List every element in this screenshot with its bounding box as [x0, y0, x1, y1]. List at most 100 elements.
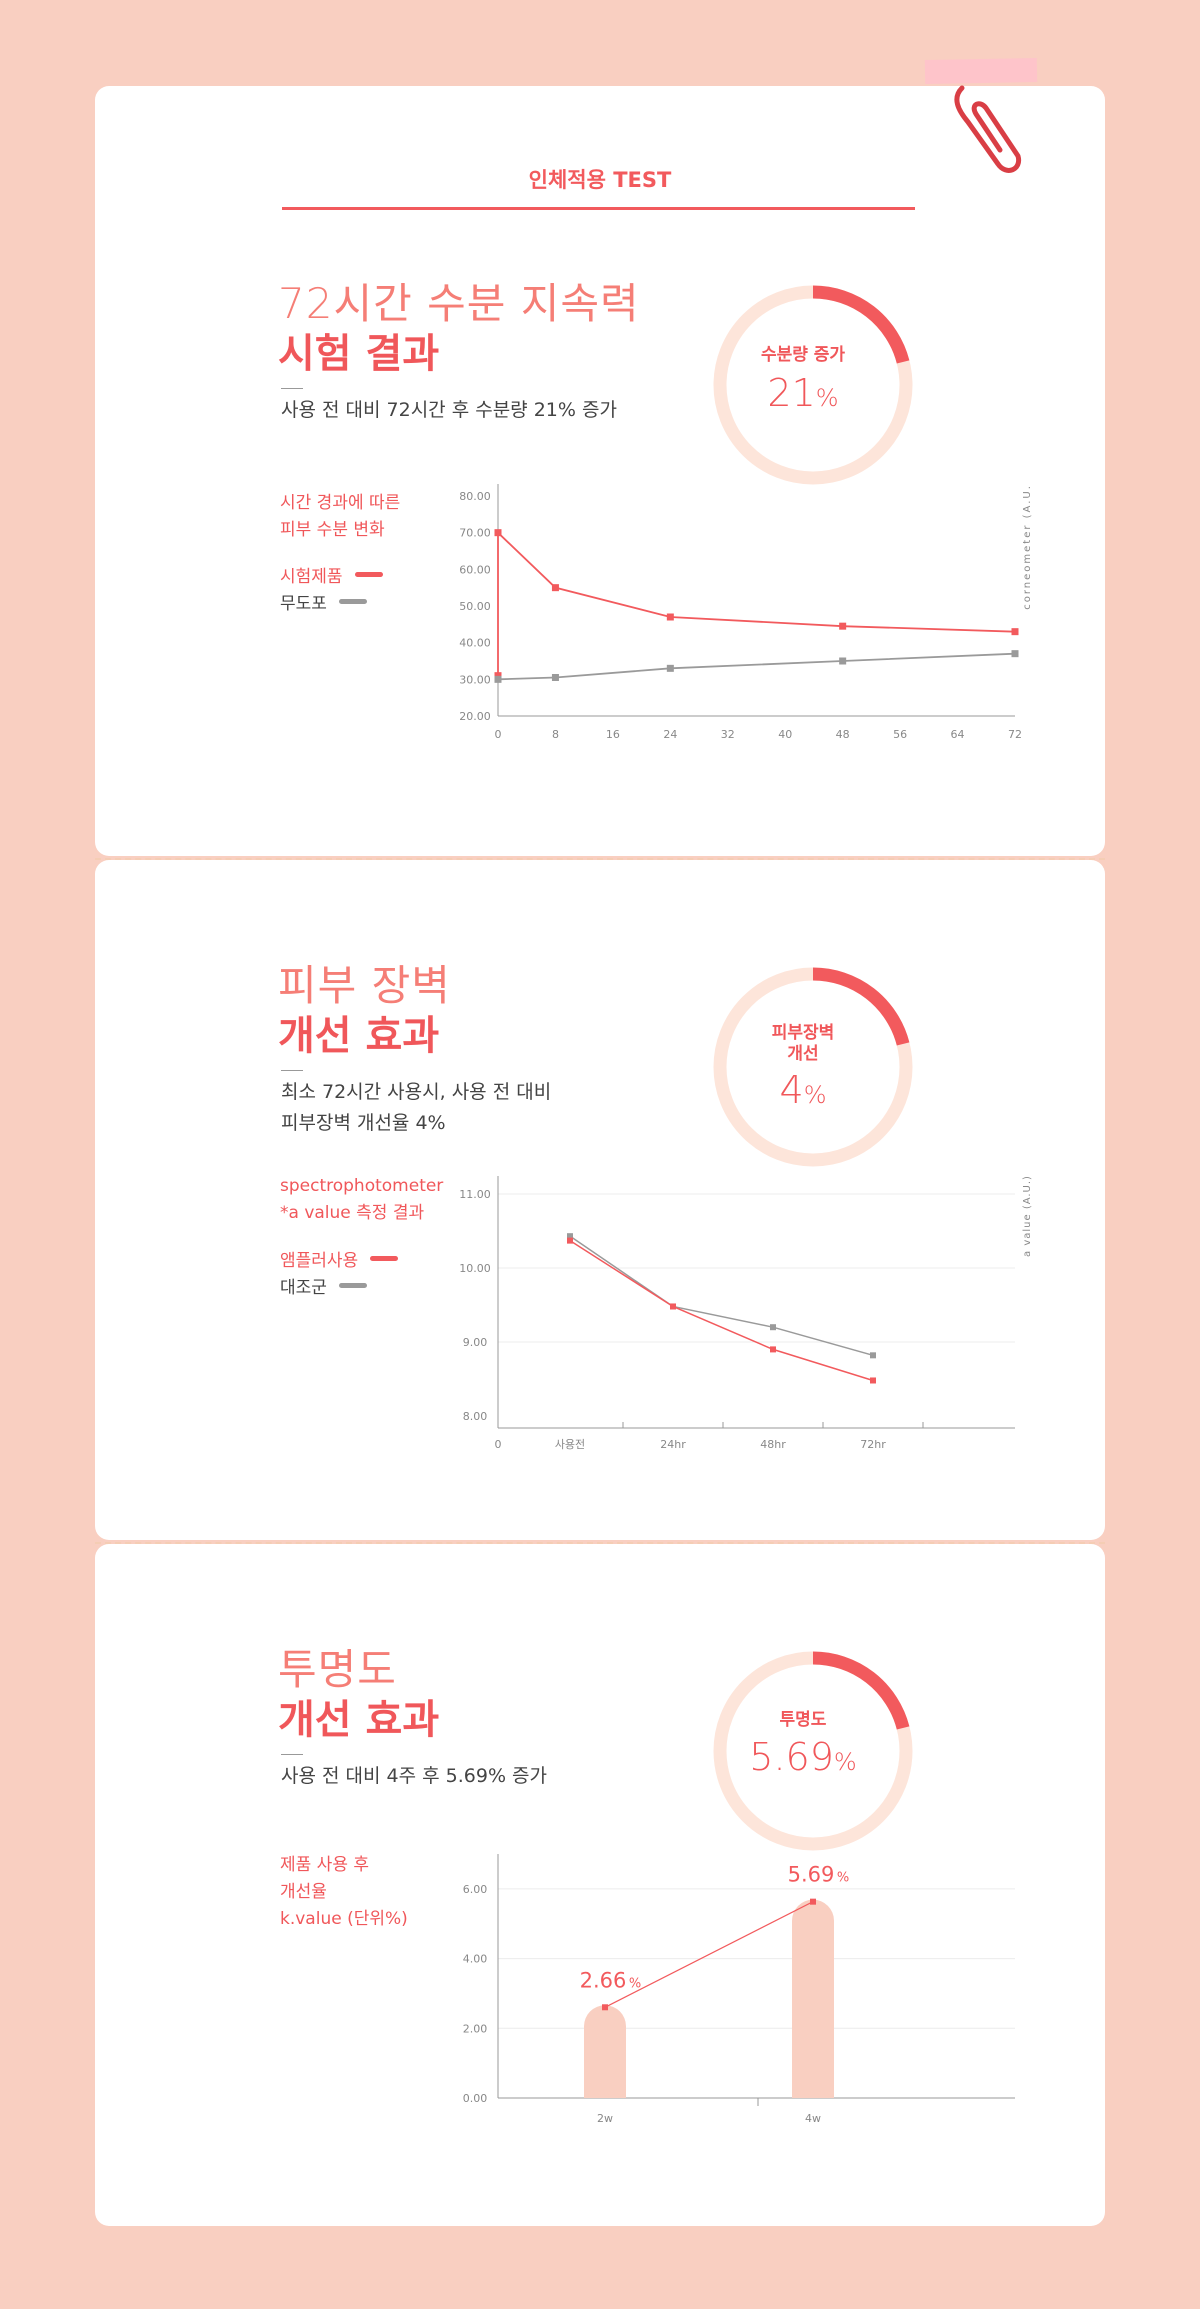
ring-label: 피부장벽 개선 — [703, 1023, 903, 1065]
y-tick-label: 8.00 — [463, 1410, 488, 1423]
legend-swatch — [354, 572, 383, 577]
x-tick-label: 24 — [663, 728, 677, 741]
moisture-line-chart: 80.00 70.00 60.00 50.00 40.00 30.00 20.00 0 8 16 2… — [459, 484, 1033, 741]
barrier-line-chart: 11.00 10.00 9.00 8.00 0 사용전 24hr 48hr 72hr a valu… — [459, 1176, 1033, 1451]
section-title-bold: 시험 결과 — [278, 331, 440, 377]
y-tick-label: 10.00 — [459, 1262, 491, 1275]
x-tick-label: 48hr — [760, 1438, 786, 1451]
description-line: 사용 전 대비 4주 후 5.69% 증가 — [281, 1765, 548, 1787]
test-title: 인체적용 TEST — [528, 168, 672, 192]
ring-value-number: 4 — [779, 1068, 804, 1112]
x-tick-label: 24hr — [660, 1438, 686, 1451]
y-tick-label: 4.00 — [463, 1953, 488, 1966]
caption-line: 개선율 — [280, 1882, 327, 1902]
chart-caption: 시간 경과에 따른 피부 수분 변화 — [280, 490, 400, 544]
trend-line — [604, 1901, 814, 2008]
barrier-section: 피부 장벽 개선 효과 최소 72시간 사용시, 사용 전 대비 피부장벽 개선… — [95, 860, 1105, 1540]
x-tick-label: 64 — [951, 728, 965, 741]
x-tick-label: 4w — [805, 2112, 821, 2125]
legend-swatch — [338, 1283, 367, 1288]
transparency-bar-chart: 6.00 4.00 2.00 0.00 2w 2.66 % 4w 5.69% — [463, 1854, 1015, 2125]
data-point — [839, 657, 847, 665]
data-point — [770, 1324, 776, 1331]
caption-line: 제품 사용 후 — [280, 1855, 370, 1875]
title-dash — [281, 388, 303, 389]
ring-value-unit: % — [803, 1081, 827, 1109]
x-tick-label: 2w — [597, 2112, 613, 2125]
caption-line: *a value 측정 결과 — [280, 1203, 425, 1223]
y-axis-label: a value (A.U.) — [1022, 1176, 1033, 1257]
caption-line: 시간 경과에 따른 — [280, 493, 401, 513]
x-tick-label: 32 — [721, 728, 735, 741]
legend-item-control: 무도포 — [280, 589, 367, 614]
y-tick-label: 20.00 — [459, 710, 491, 723]
card-barrier — [95, 860, 1105, 1540]
y-tick-label: 11.00 — [459, 1188, 491, 1201]
legend-label: 대조군 — [280, 1278, 327, 1298]
data-point — [567, 1237, 573, 1244]
x-tick-label: 48 — [836, 728, 850, 741]
description-line: 사용 전 대비 72시간 후 수분량 21% 증가 — [281, 399, 617, 421]
y-tick-label: 50.00 — [459, 600, 491, 613]
card-moisture — [95, 86, 1105, 856]
caption-line: 피부 수분 변화 — [280, 520, 385, 540]
section-title-bold: 개선 효과 — [278, 1697, 440, 1743]
section-description: 사용 전 대비 72시간 후 수분량 21% 증가 — [281, 395, 617, 426]
data-point — [839, 622, 847, 630]
x-tick-label: 56 — [893, 728, 907, 741]
x-tick-label: 72hr — [860, 1438, 886, 1451]
description-line: 최소 72시간 사용시, 사용 전 대비 — [281, 1081, 552, 1103]
data-point — [494, 675, 502, 683]
series-line — [569, 1235, 874, 1357]
data-point — [567, 1233, 573, 1240]
y-tick-label: 9.00 — [463, 1336, 488, 1349]
y-tick-label: 30.00 — [459, 673, 491, 686]
data-point — [870, 1377, 876, 1384]
data-point — [670, 1303, 676, 1310]
legend-item-product: 앰플러사용 — [280, 1246, 399, 1271]
y-tick-label: 70.00 — [459, 527, 491, 540]
ring-progress — [713, 1651, 913, 1851]
data-label-unit: % — [629, 1976, 641, 1991]
y-tick-label: 2.00 — [463, 2022, 488, 2035]
data-point — [666, 664, 674, 672]
ring-value-number: 21 — [767, 371, 816, 415]
section-title-light: 72시간 수분 지속력 — [278, 279, 640, 328]
card-transparency — [95, 1544, 1105, 2226]
chart-caption: spectrophotometer *a value 측정 결과 — [280, 1173, 443, 1227]
y-tick-label: 0.00 — [463, 2092, 488, 2105]
caption-line: spectrophotometer — [280, 1176, 444, 1196]
moisture-section: 인체적용 TEST 72시간 수분 지속력 시험 결과 사용 전 대비 72시간… — [95, 86, 1105, 856]
data-point — [494, 672, 502, 680]
section-title-light: 피부 장벽 — [278, 961, 451, 1010]
data-point — [602, 2004, 608, 2011]
ring-label: 투명도 — [779, 1710, 827, 1730]
ring-label: 수분량 증가 — [760, 345, 846, 365]
title-dash — [281, 1754, 303, 1755]
x-tick-label: 사용전 — [555, 1438, 585, 1451]
legend-item-product: 시험제품 — [280, 562, 383, 587]
data-label: 5.69 — [788, 1863, 835, 1887]
progress-ring — [713, 967, 913, 1167]
ring-value-number: 5.69 — [749, 1735, 834, 1779]
section-title-light: 투명도 — [278, 1645, 397, 1694]
chart-caption: 제품 사용 후 개선율 k.value (단위%) — [280, 1852, 408, 1933]
divider — [95, 858, 1105, 860]
data-point — [1011, 628, 1019, 636]
x-tick-label: 0 — [495, 728, 502, 741]
ring-value: 21% — [703, 371, 903, 415]
divider — [95, 1542, 1105, 1544]
ring-progress — [713, 285, 913, 485]
data-point — [494, 529, 502, 537]
section-description: 사용 전 대비 4주 후 5.69% 증가 — [281, 1761, 547, 1792]
y-tick-label: 40.00 — [459, 637, 491, 650]
bar — [584, 2005, 626, 2098]
x-tick-label: 72 — [1008, 728, 1022, 741]
y-tick-label: 80.00 — [459, 490, 491, 503]
data-label-unit: % — [837, 1871, 849, 1886]
data-point — [551, 584, 559, 592]
y-tick-label: 6.00 — [463, 1883, 488, 1896]
legend-label: 앰플러사용 — [280, 1251, 359, 1271]
legend-label: 시험제품 — [280, 567, 343, 587]
y-axis-label: corneometer (A.U.) — [1022, 484, 1033, 610]
